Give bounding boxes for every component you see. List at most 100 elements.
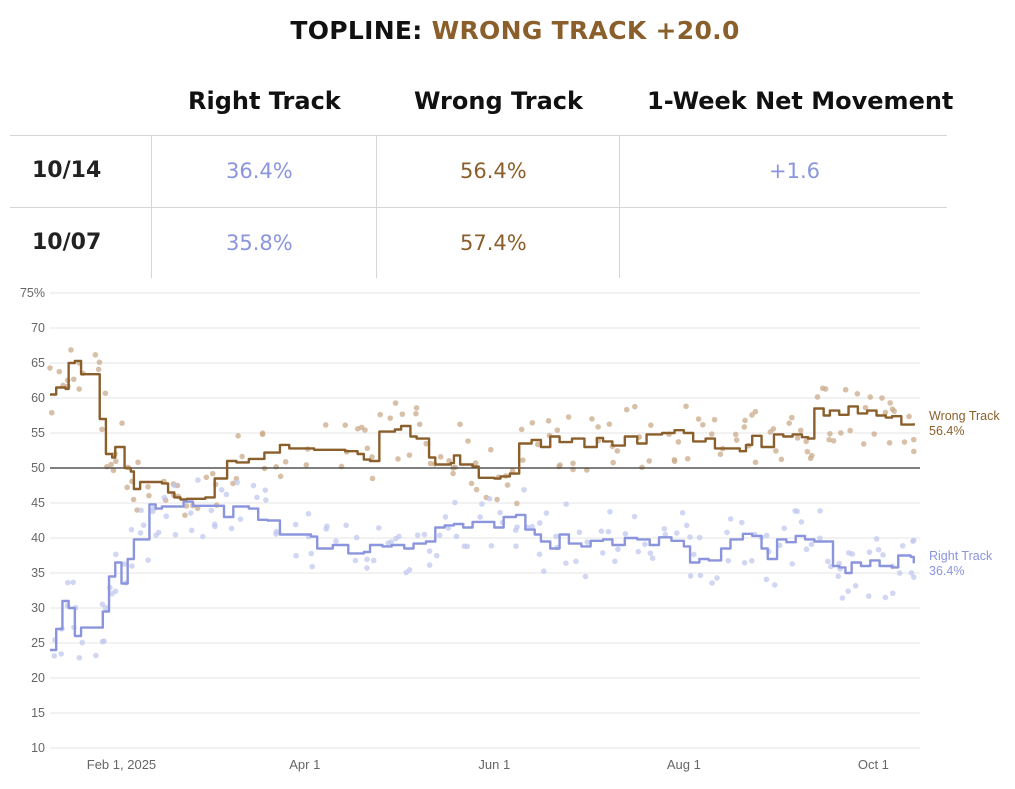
poll-dot bbox=[305, 510, 312, 517]
poll-dot bbox=[130, 496, 137, 503]
poll-dot bbox=[553, 533, 559, 540]
poll-dot bbox=[119, 420, 125, 426]
poll-dot bbox=[836, 560, 842, 567]
poll-dot bbox=[218, 487, 225, 493]
poll-dot bbox=[514, 500, 520, 507]
poll-dot bbox=[364, 445, 371, 452]
row-date: 10/07 bbox=[32, 230, 102, 255]
poll-dot bbox=[839, 595, 846, 601]
table-divider-top bbox=[10, 135, 947, 136]
poll-dot bbox=[112, 588, 119, 595]
poll-dot bbox=[273, 463, 280, 470]
topline-value: WRONG TRACK +20.0 bbox=[431, 16, 740, 45]
poll-dot bbox=[223, 491, 230, 498]
poll-dot bbox=[817, 535, 823, 542]
poll-dot bbox=[479, 501, 485, 507]
poll-dot bbox=[554, 427, 561, 433]
poll-dot bbox=[687, 573, 694, 579]
poll-dot bbox=[809, 452, 815, 459]
poll-dot bbox=[543, 510, 550, 516]
poll-dot bbox=[605, 528, 612, 535]
poll-dot bbox=[370, 557, 377, 564]
poll-dot bbox=[452, 464, 458, 471]
x-tick-label: Feb 1, 2025 bbox=[87, 757, 156, 772]
poll-dot bbox=[536, 551, 543, 558]
poll-dot bbox=[352, 557, 359, 564]
poll-dot bbox=[509, 468, 516, 474]
poll-dot bbox=[738, 519, 745, 526]
poll-dot bbox=[333, 538, 339, 544]
poll-dot bbox=[121, 561, 128, 567]
poll-dot bbox=[684, 455, 691, 462]
poll-dot bbox=[610, 459, 616, 466]
row-right-track-value: 35.8% bbox=[226, 231, 293, 255]
poll-dot bbox=[146, 492, 152, 499]
poll-dot bbox=[871, 431, 877, 437]
poll-dot bbox=[150, 508, 156, 515]
poll-dot bbox=[804, 448, 811, 455]
poll-dot bbox=[108, 461, 114, 468]
poll-dot bbox=[570, 460, 576, 467]
poll-dot bbox=[124, 484, 130, 491]
poll-dot bbox=[847, 427, 853, 434]
column-header-wrong-track: Wrong Track bbox=[414, 87, 583, 115]
poll-dot bbox=[727, 516, 734, 522]
x-tick-label: Apr 1 bbox=[289, 757, 320, 772]
poll-dot bbox=[353, 534, 360, 541]
poll-dot bbox=[529, 523, 535, 530]
row-wrong-track-value: 56.4% bbox=[460, 159, 527, 183]
poll-dot bbox=[882, 594, 889, 601]
poll-dot bbox=[137, 530, 144, 536]
poll-dot bbox=[778, 456, 785, 463]
poll-dot bbox=[521, 486, 527, 493]
poll-dot bbox=[477, 514, 483, 520]
y-tick-label: 55 bbox=[31, 426, 45, 440]
series-end-value: 36.4% bbox=[929, 564, 964, 578]
poll-dot bbox=[472, 460, 479, 466]
poll-dot bbox=[406, 452, 413, 458]
poll-dot bbox=[182, 512, 188, 518]
y-tick-label: 60 bbox=[31, 391, 45, 405]
poll-dot bbox=[488, 543, 495, 549]
poll-dot bbox=[468, 480, 475, 487]
poll-dot bbox=[794, 508, 801, 515]
poll-dot bbox=[427, 460, 434, 467]
poll-dot bbox=[48, 409, 55, 416]
poll-dot bbox=[140, 522, 147, 528]
column-header-right-track: Right Track bbox=[188, 87, 341, 115]
poll-dot bbox=[228, 525, 235, 532]
y-tick-label: 25 bbox=[31, 636, 45, 650]
poll-dot bbox=[742, 417, 748, 424]
poll-dot bbox=[58, 651, 65, 657]
poll-dot bbox=[76, 654, 83, 661]
poll-dot bbox=[234, 479, 241, 486]
poll-dot bbox=[887, 400, 893, 406]
poll-dot bbox=[76, 386, 82, 392]
poll-dot bbox=[671, 458, 678, 465]
poll-dot bbox=[695, 416, 702, 422]
poll-dot bbox=[661, 525, 668, 532]
poll-dot bbox=[416, 421, 423, 428]
poll-dot bbox=[450, 470, 456, 477]
y-tick-label: 10 bbox=[31, 741, 45, 755]
poll-dot bbox=[896, 570, 903, 576]
poll-dot bbox=[623, 406, 630, 413]
y-tick-label: 50 bbox=[31, 461, 45, 475]
poll-dot bbox=[519, 457, 526, 463]
poll-dot bbox=[642, 541, 648, 548]
poll-dot bbox=[188, 527, 195, 534]
poll-dot bbox=[413, 405, 420, 411]
poll-dot bbox=[442, 514, 449, 520]
poll-dot bbox=[563, 560, 569, 566]
poll-dot bbox=[649, 555, 656, 562]
y-tick-label: 75% bbox=[20, 286, 45, 300]
poll-dot bbox=[187, 510, 194, 516]
poll-dot bbox=[473, 486, 480, 493]
poll-dot bbox=[696, 534, 703, 541]
poll-dot bbox=[364, 556, 370, 563]
poll-dot bbox=[293, 552, 299, 559]
poll-dot bbox=[595, 424, 601, 430]
poll-dot bbox=[632, 403, 638, 410]
series-end-label: Wrong Track bbox=[929, 409, 1000, 423]
poll-dot bbox=[457, 421, 463, 428]
